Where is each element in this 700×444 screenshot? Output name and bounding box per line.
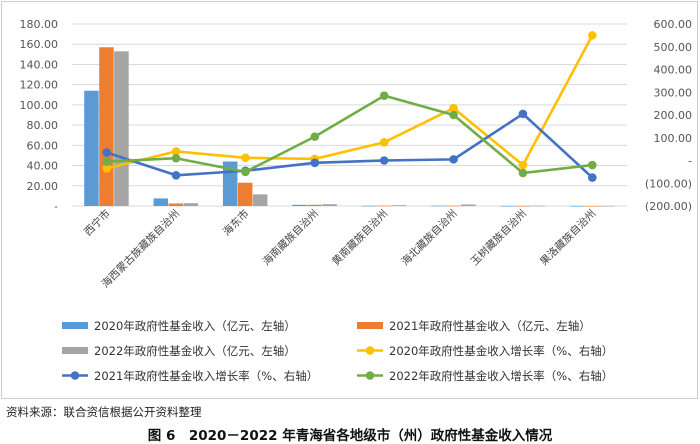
line-point <box>588 160 597 170</box>
right-axis-tick-label: (100.00) <box>645 177 692 190</box>
line-point <box>310 158 320 168</box>
line-point <box>518 168 528 178</box>
category-label: 西宁市 <box>81 207 112 238</box>
legend-label: 2022年政府性基金收入增长率（%、右轴） <box>389 369 613 383</box>
chart-frame: - 20.00 40.00 60.00 80.00 100.00 120.00 140.00 1… <box>1 1 698 399</box>
right-axis-tick-label: - <box>688 155 692 168</box>
legend-marker <box>365 346 375 355</box>
series-line <box>106 112 594 179</box>
category-label: 海北藏族自治州 <box>399 207 460 268</box>
legend-swatch <box>357 322 383 329</box>
category-label: 海西蒙古族藏族自治州 <box>99 207 182 290</box>
right-axis-tick-label: 400.00 <box>654 64 693 77</box>
series-line <box>106 34 594 170</box>
bar <box>584 205 600 207</box>
legend-label: 2022年政府性基金收入（亿元、左轴） <box>94 344 296 358</box>
bar <box>500 205 515 207</box>
line-point <box>518 160 528 170</box>
bar <box>446 205 461 207</box>
bar <box>391 205 407 206</box>
legend-marker <box>70 371 80 380</box>
line-point <box>449 110 458 120</box>
right-axis-tick-label: 500.00 <box>654 41 693 54</box>
line-point <box>518 109 528 119</box>
left-axis-tick-label: 180.00 <box>20 18 59 31</box>
legend-swatch <box>62 347 88 354</box>
bar <box>515 205 530 207</box>
legend-label: 2021年政府性基金收入（亿元、左轴） <box>389 319 591 333</box>
bar <box>361 205 377 207</box>
bar <box>569 205 585 207</box>
right-axis-tick-label: (200.00) <box>645 200 692 213</box>
bar <box>183 203 199 206</box>
left-axis-tick-label: 80.00 <box>27 119 59 132</box>
line-point <box>102 148 111 157</box>
bar <box>168 203 184 206</box>
line-point <box>310 132 320 141</box>
bar <box>292 204 307 206</box>
legend-label: 2021年政府性基金收入增长率（%、右轴） <box>94 369 318 383</box>
series-line <box>106 94 593 175</box>
category-label: 果洛藏族自治州 <box>537 207 598 268</box>
category-label: 海南藏族自治州 <box>260 207 321 268</box>
legend-swatch <box>62 322 88 329</box>
bar <box>431 205 446 207</box>
figure-caption: 图 6 2020－2022 年青海省各地级市（州）政府性基金收入情况 <box>147 428 553 444</box>
bar <box>237 182 253 206</box>
line-point <box>171 153 181 163</box>
category-label: 海东市 <box>220 207 251 238</box>
left-axis-tick-label: 100.00 <box>20 99 59 112</box>
left-axis-tick-label: 20.00 <box>27 180 59 193</box>
bar <box>84 90 99 206</box>
line-point <box>241 153 250 163</box>
line-point <box>379 138 389 147</box>
bar <box>322 204 337 206</box>
left-axis-tick-label: 40.00 <box>27 160 59 173</box>
bar <box>114 51 129 206</box>
line-point <box>449 103 458 113</box>
bar <box>376 205 392 207</box>
line-point <box>102 157 111 166</box>
left-axis-tick-label: 60.00 <box>27 139 59 152</box>
left-axis-tick-label: 160.00 <box>20 38 59 51</box>
bar <box>252 194 268 206</box>
line-point <box>588 173 597 182</box>
chart-svg: - 20.00 40.00 60.00 80.00 100.00 120.00 140.00 1… <box>20 18 693 383</box>
line-point <box>379 91 389 100</box>
line-point <box>379 156 389 165</box>
legend-marker <box>365 371 375 380</box>
right-axis-tick-label: 600.00 <box>654 18 693 31</box>
line-point <box>588 31 597 40</box>
category-label: 玉树藏族自治州 <box>468 207 529 268</box>
bar <box>599 205 615 207</box>
right-axis-tick-label: 200.00 <box>654 109 693 122</box>
legend-label: 2020年政府性基金收入（亿元、左轴） <box>94 319 296 333</box>
left-axis-tick-label: - <box>54 200 58 213</box>
legend-label: 2020年政府性基金收入增长率（%、右轴） <box>389 344 613 358</box>
left-axis-tick-label: 140.00 <box>20 58 59 71</box>
line-point <box>171 147 181 156</box>
bar <box>99 47 114 206</box>
left-axis-tick-label: 120.00 <box>20 79 59 92</box>
bar <box>307 204 322 206</box>
source-note: 资料来源：联合资信根据公开资料整理 <box>6 405 202 419</box>
category-label: 黄南藏族自治州 <box>329 207 390 268</box>
line-point <box>171 170 181 180</box>
bar <box>461 204 476 206</box>
bar <box>153 198 169 206</box>
right-axis-tick-label: 300.00 <box>654 86 693 99</box>
line-point <box>102 164 111 173</box>
right-axis-tick-label: 100.00 <box>654 132 693 145</box>
line-point <box>241 167 250 177</box>
line-point <box>449 155 458 164</box>
bar <box>530 205 545 207</box>
